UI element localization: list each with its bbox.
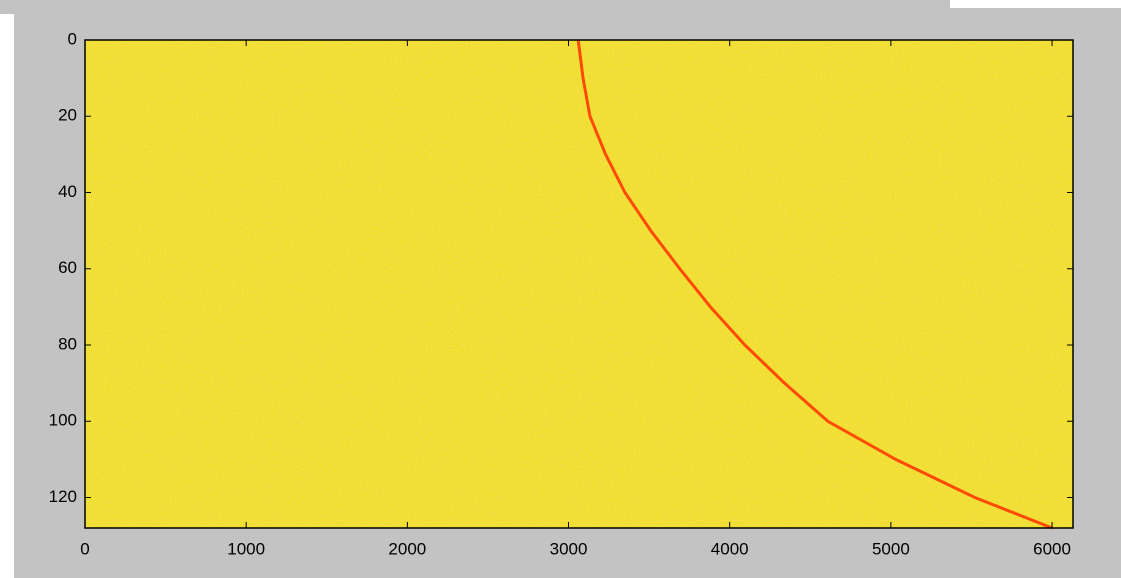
window-edge <box>0 14 14 578</box>
x-tick-label: 4000 <box>711 539 749 558</box>
y-tick-label: 20 <box>58 106 77 125</box>
y-tick-label: 120 <box>49 487 77 506</box>
x-tick-label: 6000 <box>1033 539 1071 558</box>
x-tick-label: 5000 <box>872 539 910 558</box>
y-tick-label: 100 <box>49 411 77 430</box>
x-tick-label: 0 <box>80 539 89 558</box>
y-tick-label: 80 <box>58 334 77 353</box>
x-tick-label: 2000 <box>388 539 426 558</box>
y-tick-label: 40 <box>58 182 77 201</box>
x-tick-label: 1000 <box>227 539 265 558</box>
image-background <box>85 40 1073 528</box>
curve <box>576 39 1053 530</box>
y-tick-label: 0 <box>68 29 77 48</box>
y-tick-label: 60 <box>58 258 77 277</box>
plot-frame <box>84 39 1074 529</box>
x-tick-label: 3000 <box>550 539 588 558</box>
window-edge <box>950 0 1121 8</box>
